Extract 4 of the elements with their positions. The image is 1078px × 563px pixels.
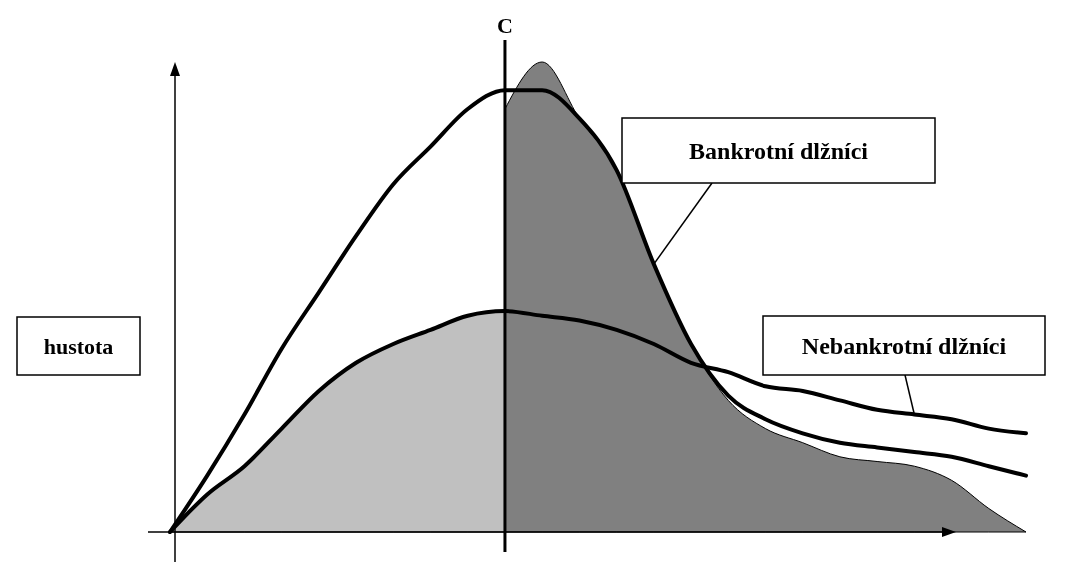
series-label: Nebankrotní dlžníci (801, 332, 1007, 359)
text: Bankrotní dlžníci (689, 137, 869, 164)
text: C (497, 13, 513, 38)
y-axis-title: hustota (43, 334, 114, 359)
